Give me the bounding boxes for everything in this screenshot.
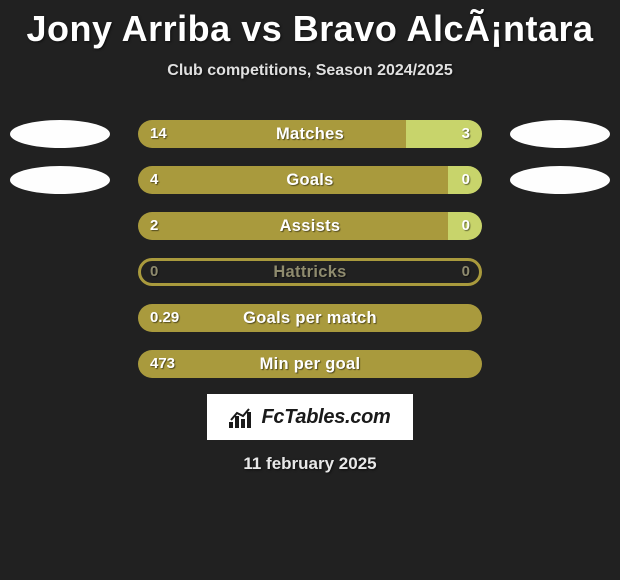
comparison-title: Jony Arriba vs Bravo AlcÃ¡ntara bbox=[0, 0, 620, 50]
player1-avatar bbox=[10, 166, 110, 194]
stat-value-player1: 0.29 bbox=[150, 304, 179, 332]
stat-bar-player2 bbox=[406, 120, 482, 148]
stat-bar-player1 bbox=[138, 350, 482, 378]
subtitle: Club competitions, Season 2024/2025 bbox=[0, 62, 620, 80]
stat-bar-player1 bbox=[138, 120, 406, 148]
title-vs: vs bbox=[241, 8, 282, 49]
stat-value-player2: 0 bbox=[462, 166, 470, 194]
stat-value-player1: 473 bbox=[150, 350, 175, 378]
stat-row: 0.29Goals per match bbox=[0, 302, 620, 334]
stat-bar-track: 143Matches bbox=[138, 120, 482, 148]
fctables-logo-icon bbox=[229, 406, 255, 428]
stat-bar-outline bbox=[138, 258, 482, 286]
player1-name: Jony Arriba bbox=[26, 8, 230, 49]
player2-name: Bravo AlcÃ¡ntara bbox=[293, 8, 594, 49]
stat-value-player1: 14 bbox=[150, 120, 167, 148]
stat-bar-track: 0 0Hattricks bbox=[138, 258, 482, 286]
stat-row: 143Matches bbox=[0, 118, 620, 150]
stat-row: 40Goals bbox=[0, 164, 620, 196]
stat-value-player2: 3 bbox=[462, 120, 470, 148]
player1-avatar bbox=[10, 120, 110, 148]
stat-label: Hattricks bbox=[138, 258, 482, 286]
date-label: 11 february 2025 bbox=[0, 454, 620, 474]
stat-row: 473Min per goal bbox=[0, 348, 620, 380]
player2-avatar bbox=[510, 166, 610, 194]
stat-row: 20Assists bbox=[0, 210, 620, 242]
branding-box: FcTables.com bbox=[207, 394, 413, 440]
stat-bar-player1 bbox=[138, 166, 448, 194]
branding-text: FcTables.com bbox=[261, 406, 390, 429]
stat-value-player1: 0 bbox=[150, 258, 158, 286]
stat-value-player1: 2 bbox=[150, 212, 158, 240]
stats-chart: 143Matches40Goals20Assists00Hattricks0.2… bbox=[0, 118, 620, 380]
stat-row: 0 0Hattricks bbox=[0, 256, 620, 288]
stat-bar-track: 40Goals bbox=[138, 166, 482, 194]
stat-bar-track: 473Min per goal bbox=[138, 350, 482, 378]
stat-bar-track: 20Assists bbox=[138, 212, 482, 240]
stat-value-player2: 0 bbox=[462, 212, 470, 240]
stat-bar-track: 0.29Goals per match bbox=[138, 304, 482, 332]
stat-bar-player1 bbox=[138, 304, 482, 332]
stat-value-player1: 4 bbox=[150, 166, 158, 194]
stat-bar-player1 bbox=[138, 212, 448, 240]
player2-avatar bbox=[510, 120, 610, 148]
stat-value-player2: 0 bbox=[462, 258, 470, 286]
